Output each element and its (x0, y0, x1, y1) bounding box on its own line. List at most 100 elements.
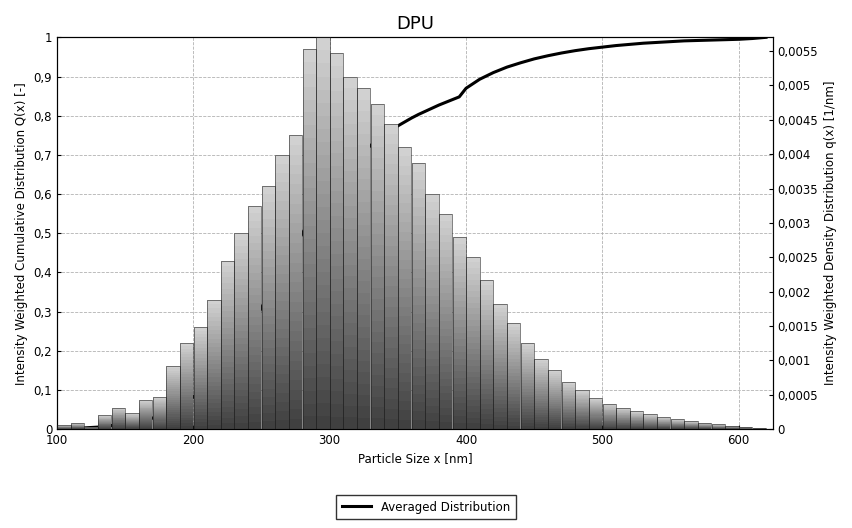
Bar (425, 233, 439, 241)
Bar (357, 213, 371, 224)
Bar (439, 264, 452, 271)
Bar (289, 135, 302, 145)
Bar (316, 63, 330, 77)
Bar (493, 325, 507, 329)
Bar (330, 65, 343, 78)
Bar (207, 364, 221, 369)
Bar (112, 420, 125, 421)
Bar (630, 420, 643, 421)
Bar (330, 78, 343, 91)
Bar (739, 427, 752, 429)
Bar (507, 373, 521, 376)
Bar (589, 417, 602, 418)
Bar (589, 413, 602, 414)
Bar (207, 382, 221, 386)
Bar (153, 425, 166, 426)
Bar (548, 392, 561, 394)
Bar (153, 403, 166, 404)
Bar (452, 256, 466, 263)
Bar (330, 366, 343, 379)
Bar (234, 390, 248, 397)
Bar (57, 425, 71, 429)
Bar (262, 259, 275, 267)
Bar (302, 49, 316, 429)
Bar (112, 416, 125, 417)
Bar (153, 413, 166, 414)
Bar (412, 216, 425, 225)
Bar (153, 401, 166, 402)
Bar (153, 423, 166, 425)
Bar (507, 415, 521, 419)
Bar (84, 427, 98, 429)
Bar (398, 373, 412, 382)
Bar (330, 241, 343, 253)
Bar (466, 286, 480, 291)
Bar (534, 363, 548, 365)
Bar (534, 382, 548, 384)
Bar (330, 404, 343, 417)
Bar (193, 409, 207, 412)
Bar (316, 50, 330, 63)
Bar (302, 391, 316, 404)
Bar (602, 416, 616, 417)
Bar (643, 414, 657, 429)
Bar (466, 406, 480, 412)
Bar (371, 169, 384, 180)
Bar (589, 401, 602, 402)
Bar (180, 366, 193, 369)
Bar (602, 425, 616, 426)
Bar (139, 400, 153, 429)
Bar (180, 398, 193, 400)
Bar (466, 297, 480, 303)
Bar (248, 325, 262, 332)
Bar (166, 400, 180, 402)
Bar (602, 420, 616, 421)
Bar (630, 418, 643, 419)
Bar (616, 426, 630, 427)
Bar (384, 154, 398, 164)
Bar (343, 171, 357, 182)
Bar (439, 221, 452, 228)
Bar (534, 415, 548, 417)
Bar (289, 341, 302, 351)
Bar (602, 409, 616, 410)
Bar (521, 354, 534, 357)
Bar (221, 407, 234, 412)
Bar (193, 361, 207, 364)
Bar (602, 404, 616, 406)
Bar (275, 347, 289, 356)
Bar (343, 182, 357, 194)
Bar (480, 305, 493, 310)
Bar (262, 243, 275, 251)
Bar (262, 348, 275, 356)
Bar (384, 266, 398, 276)
Bar (343, 323, 357, 335)
Bar (398, 260, 412, 269)
Bar (452, 307, 466, 314)
Bar (548, 406, 561, 408)
Bar (412, 305, 425, 314)
Bar (371, 397, 384, 408)
Bar (193, 341, 207, 344)
Bar (548, 380, 561, 382)
Bar (234, 246, 248, 253)
Bar (425, 194, 439, 202)
Bar (534, 420, 548, 422)
Bar (357, 191, 371, 202)
Bar (112, 411, 125, 412)
Bar (207, 356, 221, 360)
Bar (452, 314, 466, 320)
Bar (139, 424, 153, 425)
Bar (561, 407, 575, 409)
Bar (616, 422, 630, 423)
Bar (493, 358, 507, 362)
Bar (521, 389, 534, 392)
Bar (316, 246, 330, 259)
Bar (534, 394, 548, 396)
Bar (561, 425, 575, 426)
Bar (357, 304, 371, 315)
Bar (289, 253, 302, 262)
Bar (193, 375, 207, 378)
Bar (193, 382, 207, 385)
Bar (289, 262, 302, 272)
